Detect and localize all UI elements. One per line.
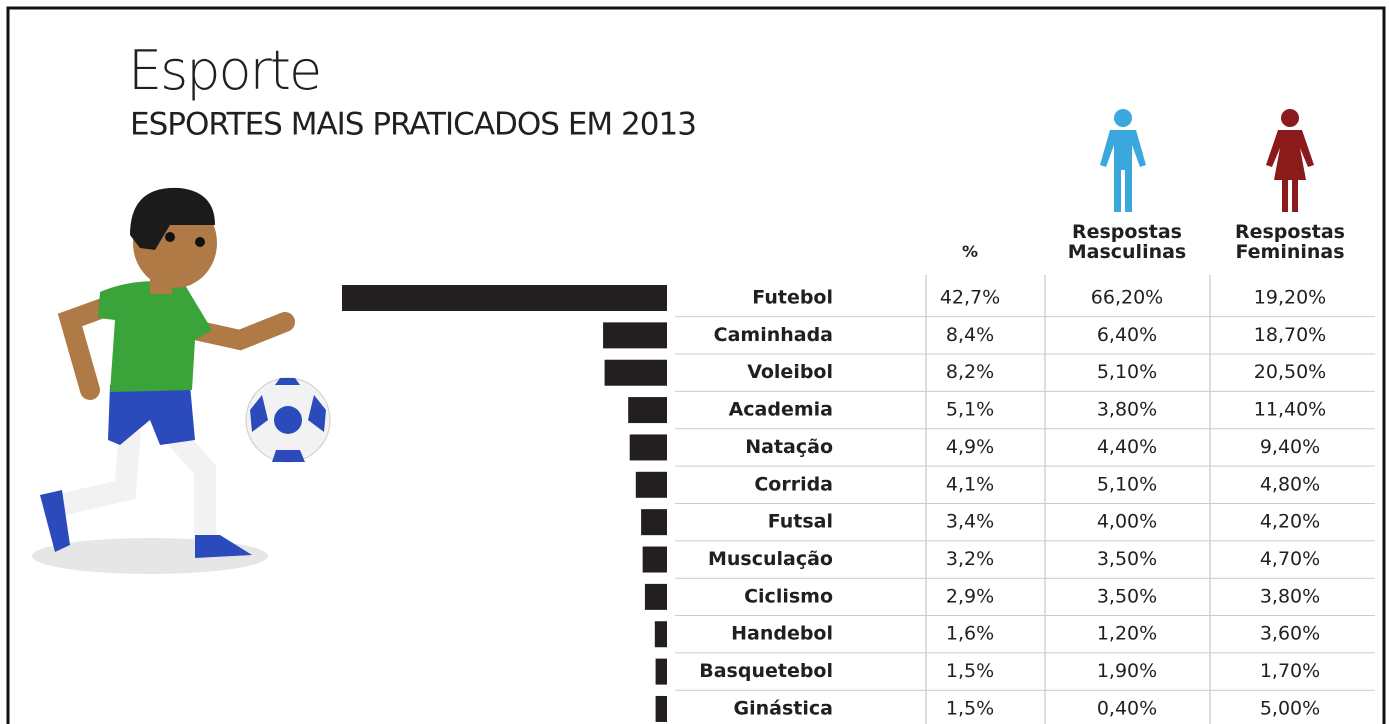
value-cell: 8,4% xyxy=(946,324,994,346)
value-cell: 1,5% xyxy=(946,697,994,719)
value-cell: 66,20% xyxy=(1091,287,1163,309)
value-cell: 4,20% xyxy=(1260,511,1320,533)
column-header: Respostas Femininas xyxy=(1234,221,1345,263)
value-cell: 3,50% xyxy=(1097,585,1157,607)
category-label: Caminhada xyxy=(714,324,833,346)
bar xyxy=(641,509,667,536)
category-label: Handebol xyxy=(731,623,833,645)
value-cell: 11,40% xyxy=(1254,399,1326,421)
value-cell: 3,60% xyxy=(1260,623,1320,645)
bar xyxy=(642,546,667,573)
bar xyxy=(654,621,667,648)
value-cell: 1,20% xyxy=(1097,623,1157,645)
value-cell: 9,40% xyxy=(1260,436,1320,458)
female-icon xyxy=(1266,109,1314,212)
bar xyxy=(604,359,667,386)
category-label: Futebol xyxy=(752,287,833,309)
value-cell: 1,6% xyxy=(946,623,994,645)
bar xyxy=(603,322,667,349)
value-cell: 1,90% xyxy=(1097,660,1157,682)
category-label: Ginástica xyxy=(734,697,833,719)
value-cell: 19,20% xyxy=(1254,287,1326,309)
chart-title: Esporte xyxy=(128,39,320,102)
bar xyxy=(655,695,667,722)
value-cell: 4,1% xyxy=(946,473,994,495)
value-cell: 4,00% xyxy=(1097,511,1157,533)
category-label: Musculação xyxy=(708,548,833,570)
value-cell: 5,00% xyxy=(1260,697,1320,719)
value-cell: 5,1% xyxy=(946,399,994,421)
category-label: Voleibol xyxy=(747,361,833,383)
male-icon xyxy=(1100,109,1146,212)
value-cell: 3,50% xyxy=(1097,548,1157,570)
value-cell: 4,40% xyxy=(1097,436,1157,458)
value-cell: 3,4% xyxy=(946,511,994,533)
value-cell: 18,70% xyxy=(1254,324,1326,346)
value-cell: 3,2% xyxy=(946,548,994,570)
value-cell: 4,80% xyxy=(1260,473,1320,495)
category-label: Natação xyxy=(745,436,833,458)
value-cell: 2,9% xyxy=(946,585,994,607)
category-label: Futsal xyxy=(768,511,833,533)
frame xyxy=(6,6,1386,724)
value-cell: 4,70% xyxy=(1260,548,1320,570)
bar xyxy=(628,397,667,424)
bar xyxy=(644,583,667,610)
category-label: Corrida xyxy=(754,473,833,495)
value-cell: 0,40% xyxy=(1097,697,1157,719)
value-cell: 4,9% xyxy=(946,436,994,458)
category-label: Ciclismo xyxy=(744,585,833,607)
category-label: Basquetebol xyxy=(699,660,833,682)
player-illustration xyxy=(32,187,331,574)
value-cell: 1,70% xyxy=(1260,660,1320,682)
bar xyxy=(655,658,667,685)
category-label: Academia xyxy=(729,399,833,421)
column-header: Respostas Masculinas xyxy=(1067,221,1187,263)
column-header: % xyxy=(961,242,979,261)
value-cell: 42,7% xyxy=(940,287,1000,309)
bar xyxy=(629,434,667,461)
value-cell: 20,50% xyxy=(1254,361,1326,383)
bar xyxy=(342,285,667,311)
value-cell: 5,10% xyxy=(1097,473,1157,495)
value-cell: 1,5% xyxy=(946,660,994,682)
value-cell: 5,10% xyxy=(1097,361,1157,383)
value-cell: 3,80% xyxy=(1097,399,1157,421)
value-cell: 8,2% xyxy=(946,361,994,383)
chart-subtitle: ESPORTES MAIS PRATICADOS EM 2013 xyxy=(130,107,696,143)
bar xyxy=(635,471,667,498)
value-cell: 3,80% xyxy=(1260,585,1320,607)
value-cell: 6,40% xyxy=(1097,324,1157,346)
